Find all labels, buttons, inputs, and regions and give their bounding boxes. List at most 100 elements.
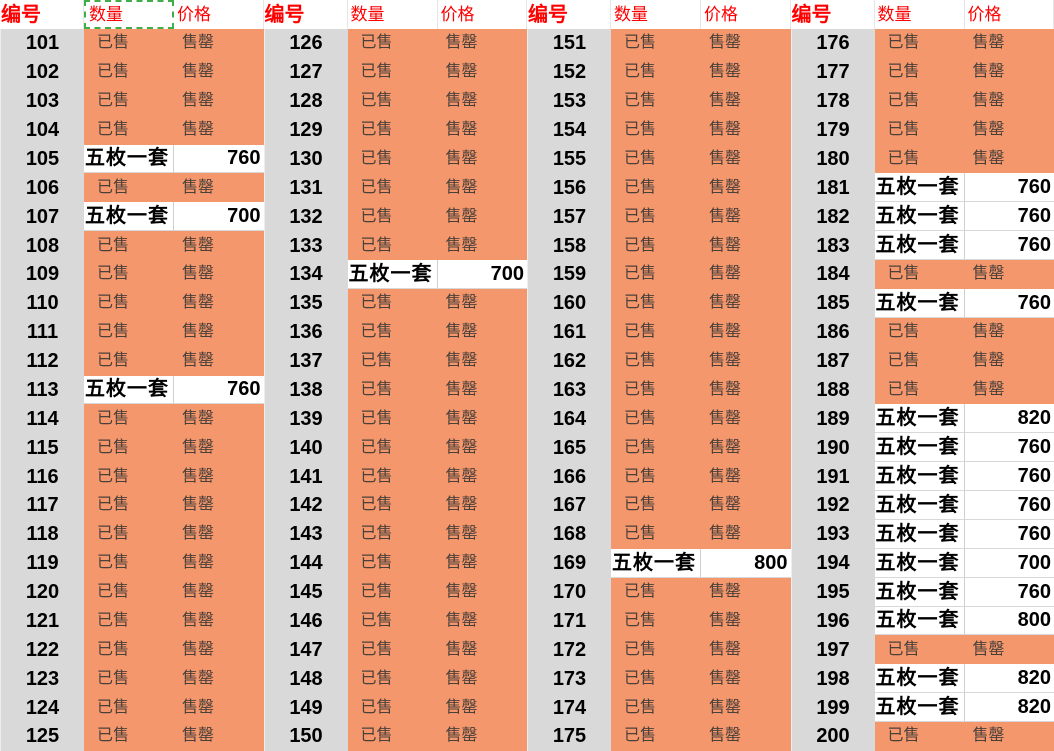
cell-price[interactable]: 售罄 [174, 317, 264, 347]
cell-number[interactable]: 148 [263, 664, 348, 694]
cell-number[interactable]: 121 [0, 606, 84, 636]
cell-quantity[interactable]: 已售 [611, 693, 701, 722]
cell-number[interactable]: 118 [0, 519, 84, 549]
cell-quantity[interactable]: 五枚一套 [874, 433, 965, 463]
cell-number[interactable]: 186 [790, 317, 875, 347]
cell-quantity[interactable]: 已售 [611, 144, 701, 174]
cell-quantity[interactable]: 已售 [84, 260, 174, 289]
cell-price[interactable]: 760 [964, 491, 1054, 520]
cell-quantity[interactable]: 已售 [874, 346, 965, 376]
cell-quantity[interactable]: 五枚一套 [874, 519, 965, 549]
cell-price[interactable]: 售罄 [174, 29, 264, 58]
cell-number[interactable]: 111 [0, 317, 84, 347]
cell-quantity[interactable]: 已售 [84, 115, 174, 145]
cell-number[interactable]: 172 [527, 635, 611, 665]
cell-quantity[interactable]: 已售 [84, 722, 174, 751]
cell-number[interactable]: 106 [0, 173, 84, 203]
cell-number[interactable]: 195 [790, 577, 875, 607]
cell-price[interactable]: 售罄 [701, 462, 791, 491]
header-id-cell[interactable]: 编号 [527, 0, 611, 29]
cell-quantity[interactable]: 已售 [611, 577, 701, 607]
cell-number[interactable]: 133 [263, 231, 348, 260]
cell-price[interactable]: 700 [964, 548, 1054, 578]
cell-quantity[interactable]: 已售 [347, 115, 438, 145]
cell-price[interactable]: 售罄 [701, 86, 791, 116]
cell-number[interactable]: 169 [527, 548, 611, 578]
cell-number[interactable]: 132 [263, 202, 348, 232]
cell-quantity[interactable]: 已售 [347, 462, 438, 491]
cell-price[interactable]: 售罄 [964, 375, 1054, 405]
cell-quantity[interactable]: 已售 [84, 288, 174, 318]
cell-price[interactable]: 售罄 [964, 144, 1054, 174]
cell-number[interactable]: 123 [0, 664, 84, 694]
cell-quantity[interactable]: 已售 [347, 231, 438, 260]
cell-price[interactable]: 售罄 [174, 260, 264, 289]
cell-number[interactable]: 190 [790, 433, 875, 463]
cell-quantity[interactable]: 五枚一套 [874, 606, 965, 636]
cell-number[interactable]: 152 [527, 57, 611, 87]
cell-number[interactable]: 141 [263, 462, 348, 491]
cell-quantity[interactable]: 已售 [611, 57, 701, 87]
cell-quantity[interactable]: 已售 [611, 288, 701, 318]
cell-price[interactable]: 售罄 [701, 577, 791, 607]
header-quantity-cell[interactable]: 数量 [347, 0, 438, 29]
cell-quantity[interactable]: 已售 [347, 86, 438, 116]
cell-number[interactable]: 137 [263, 346, 348, 376]
cell-price[interactable]: 售罄 [964, 635, 1054, 665]
cell-number[interactable]: 182 [790, 202, 875, 232]
cell-price[interactable]: 售罄 [174, 519, 264, 549]
cell-quantity[interactable]: 五枚一套 [874, 231, 965, 260]
cell-quantity[interactable]: 已售 [874, 317, 965, 347]
cell-quantity[interactable]: 已售 [611, 664, 701, 694]
cell-price[interactable]: 售罄 [701, 260, 791, 289]
cell-number[interactable]: 112 [0, 346, 84, 376]
cell-number[interactable]: 138 [263, 375, 348, 405]
cell-price[interactable]: 售罄 [174, 577, 264, 607]
cell-number[interactable]: 115 [0, 433, 84, 463]
cell-quantity[interactable]: 已售 [84, 664, 174, 694]
cell-number[interactable]: 183 [790, 231, 875, 260]
cell-price[interactable]: 700 [174, 202, 264, 232]
cell-number[interactable]: 198 [790, 664, 875, 694]
cell-quantity[interactable]: 已售 [84, 29, 174, 58]
cell-quantity[interactable]: 已售 [611, 86, 701, 116]
cell-quantity[interactable]: 已售 [874, 144, 965, 174]
cell-quantity[interactable]: 五枚一套 [874, 462, 965, 491]
cell-number[interactable]: 105 [0, 144, 84, 174]
cell-price[interactable]: 售罄 [437, 317, 527, 347]
cell-number[interactable]: 135 [263, 288, 348, 318]
cell-number[interactable]: 128 [263, 86, 348, 116]
cell-quantity[interactable]: 已售 [874, 375, 965, 405]
cell-number[interactable]: 140 [263, 433, 348, 463]
cell-quantity[interactable]: 已售 [347, 202, 438, 232]
cell-number[interactable]: 151 [527, 29, 611, 58]
cell-quantity[interactable]: 已售 [347, 433, 438, 463]
cell-quantity[interactable]: 五枚一套 [874, 202, 965, 232]
cell-quantity[interactable]: 五枚一套 [611, 548, 701, 578]
cell-price[interactable]: 760 [964, 173, 1054, 203]
cell-quantity[interactable]: 已售 [347, 693, 438, 722]
cell-price[interactable]: 售罄 [174, 433, 264, 463]
cell-number[interactable]: 174 [527, 693, 611, 722]
cell-price[interactable]: 售罄 [701, 173, 791, 203]
cell-price[interactable]: 760 [964, 202, 1054, 232]
cell-quantity[interactable]: 已售 [347, 288, 438, 318]
cell-quantity[interactable]: 已售 [611, 433, 701, 463]
cell-quantity[interactable]: 已售 [611, 202, 701, 232]
header-quantity-cell-copy-marquee[interactable]: 数量 [84, 0, 174, 29]
cell-price[interactable]: 售罄 [174, 231, 264, 260]
cell-quantity[interactable]: 已售 [874, 29, 965, 58]
cell-quantity[interactable]: 五枚一套 [874, 693, 965, 722]
cell-price[interactable]: 760 [964, 231, 1054, 260]
cell-number[interactable]: 188 [790, 375, 875, 405]
cell-number[interactable]: 139 [263, 404, 348, 434]
cell-number[interactable]: 116 [0, 462, 84, 491]
cell-quantity[interactable]: 已售 [611, 173, 701, 203]
cell-number[interactable]: 104 [0, 115, 84, 145]
cell-number[interactable]: 159 [527, 260, 611, 289]
cell-number[interactable]: 156 [527, 173, 611, 203]
cell-number[interactable]: 178 [790, 86, 875, 116]
cell-number[interactable]: 170 [527, 577, 611, 607]
cell-number[interactable]: 176 [790, 29, 875, 58]
cell-number[interactable]: 171 [527, 606, 611, 636]
